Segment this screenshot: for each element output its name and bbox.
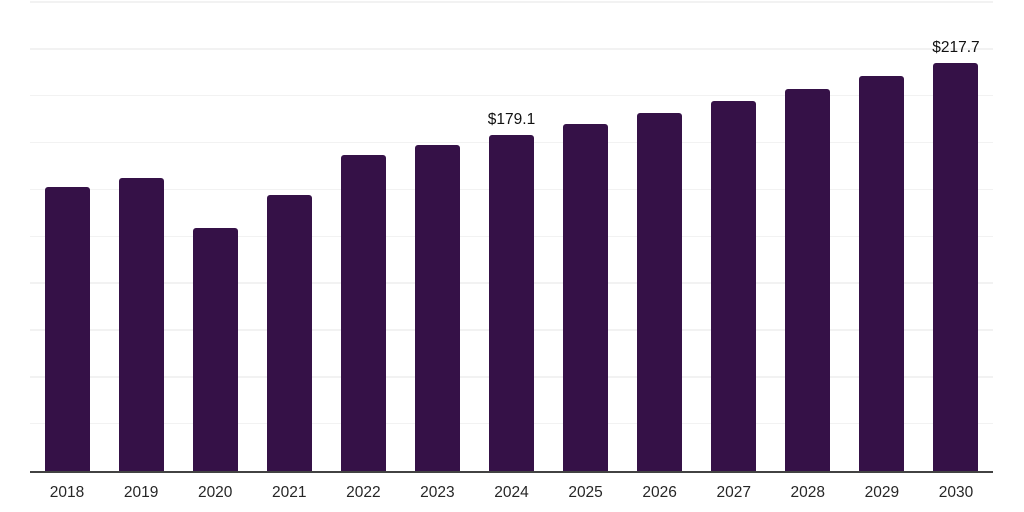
bar-2022[interactable]	[340, 155, 386, 471]
x-tick-2021: 2021	[272, 484, 307, 501]
plot-area: $179.1 $217.7	[30, 1, 993, 473]
bar-2021[interactable]	[266, 195, 312, 471]
x-tick-2022: 2022	[346, 484, 381, 501]
gridline	[30, 48, 993, 50]
x-tick-2028: 2028	[790, 484, 826, 501]
x-tick-2030: 2030	[938, 484, 974, 501]
x-tick-2025: 2025	[568, 484, 603, 501]
bar-2020[interactable]	[192, 228, 238, 471]
bar-2027[interactable]	[711, 101, 757, 471]
x-tick-2024: 2024	[494, 484, 529, 501]
bar-2023[interactable]	[414, 145, 460, 471]
bar-2018[interactable]	[44, 187, 90, 471]
x-tick-2026: 2026	[642, 484, 677, 501]
x-tick-2027: 2027	[716, 484, 751, 501]
data-label-2030: $217.7	[932, 38, 980, 56]
x-tick-2023: 2023	[420, 484, 455, 501]
bar-2030[interactable]	[933, 62, 979, 471]
x-tick-2019: 2019	[123, 484, 159, 501]
gridline	[30, 94, 993, 97]
gridline	[30, 1, 993, 3]
x-axis: 2018 2019 2020 2021 2022 2023 2024 2025 2026 2027…	[30, 483, 993, 505]
bar-2028[interactable]	[785, 89, 831, 471]
bar-2024[interactable]	[489, 134, 534, 471]
x-tick-2018: 2018	[49, 484, 85, 501]
bar-2029[interactable]	[859, 76, 905, 471]
data-label-2024: $179.1	[487, 110, 536, 128]
bar-2019[interactable]	[118, 178, 164, 471]
bar-2025[interactable]	[563, 124, 609, 471]
x-tick-2029: 2029	[864, 484, 900, 501]
bar-2026[interactable]	[637, 112, 683, 471]
x-tick-2020: 2020	[197, 484, 233, 501]
